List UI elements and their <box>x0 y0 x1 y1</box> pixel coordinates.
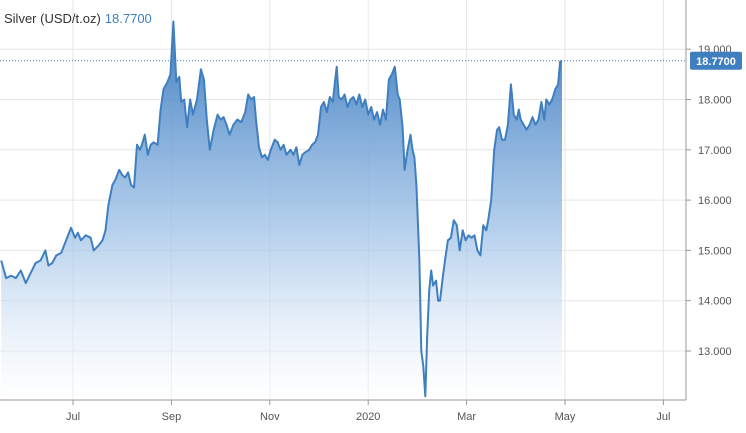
chart-title: Silver (USD/t.oz) 18.7700 <box>4 11 152 26</box>
price-line <box>0 20 563 398</box>
x-tick-label: May <box>555 411 576 423</box>
x-tick-label: Mar <box>457 411 476 423</box>
x-tick-label: Nov <box>260 411 280 423</box>
y-tick-label: 17.000 <box>698 145 732 157</box>
y-tick-label: 14.000 <box>698 296 732 308</box>
y-tick-label: 15.000 <box>698 245 732 257</box>
y-tick-label: 13.000 <box>698 346 732 358</box>
x-tick-label: Jul <box>656 411 670 423</box>
instrument-name: Silver (USD/t.oz) <box>4 11 101 26</box>
current-price-badge <box>690 51 742 70</box>
y-tick-label: 16.000 <box>698 195 732 207</box>
x-tick-label: Jul <box>66 411 80 423</box>
last-price: 18.7700 <box>104 11 152 26</box>
current-price-badge-label: 18.7700 <box>696 56 736 68</box>
y-tick-label: 18.000 <box>698 95 732 107</box>
x-tick-label: Sep <box>162 411 182 423</box>
price-area <box>1 21 562 400</box>
x-tick-label: 2020 <box>356 411 380 423</box>
